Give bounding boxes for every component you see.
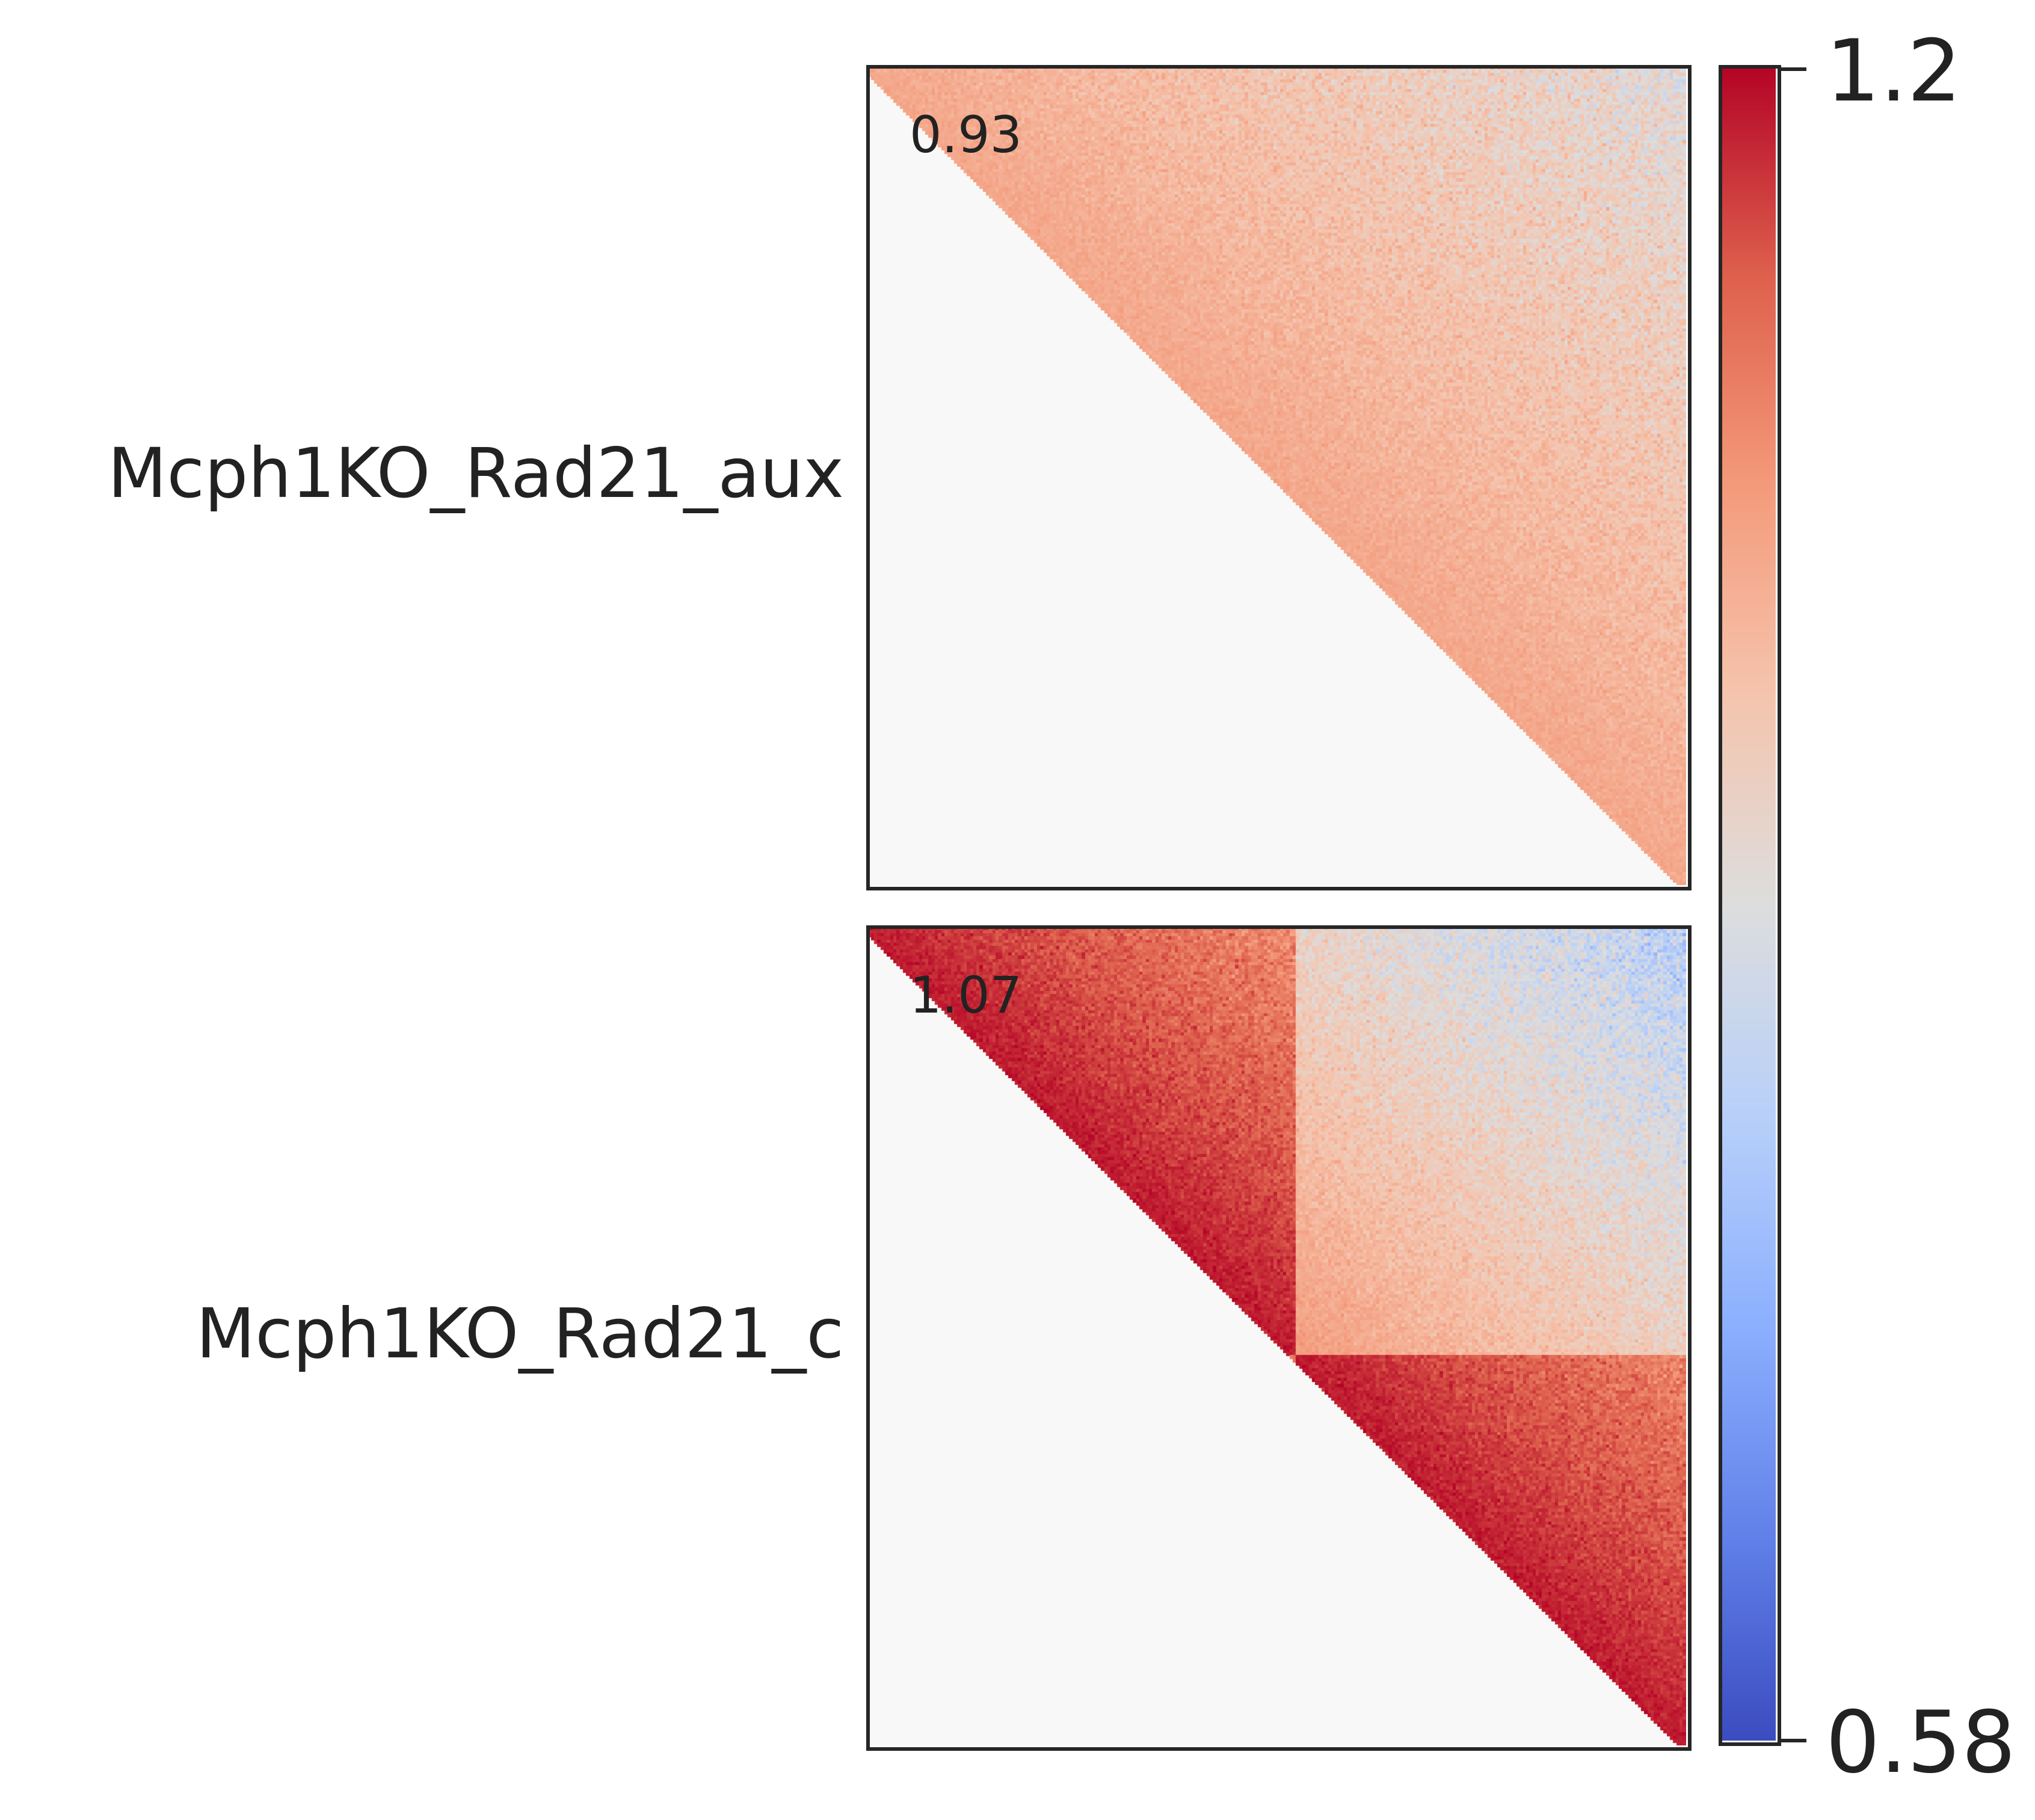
row-label-ctrl: Mcph1KO_Rad21_c	[195, 1294, 844, 1374]
heatmap-panel-ctrl	[868, 927, 1686, 1745]
score-ctrl: 1.07	[910, 966, 1023, 1025]
panel-frame-aux	[866, 65, 1692, 890]
row-label-aux: Mcph1KO_Rad21_aux	[108, 433, 844, 513]
panel-frame-ctrl	[866, 925, 1692, 1751]
colorbar	[1720, 67, 1776, 1741]
colorbar-label-min: 0.58	[1826, 1693, 2016, 1792]
colorbar-label-max: 1.2	[1826, 22, 1962, 121]
colorbar-tick-max	[1778, 67, 1806, 71]
colorbar-tick-min	[1778, 1739, 1806, 1742]
colorbar-frame	[1719, 65, 1781, 1746]
heatmap-panel-aux	[868, 67, 1686, 885]
score-aux: 0.93	[910, 105, 1023, 164]
